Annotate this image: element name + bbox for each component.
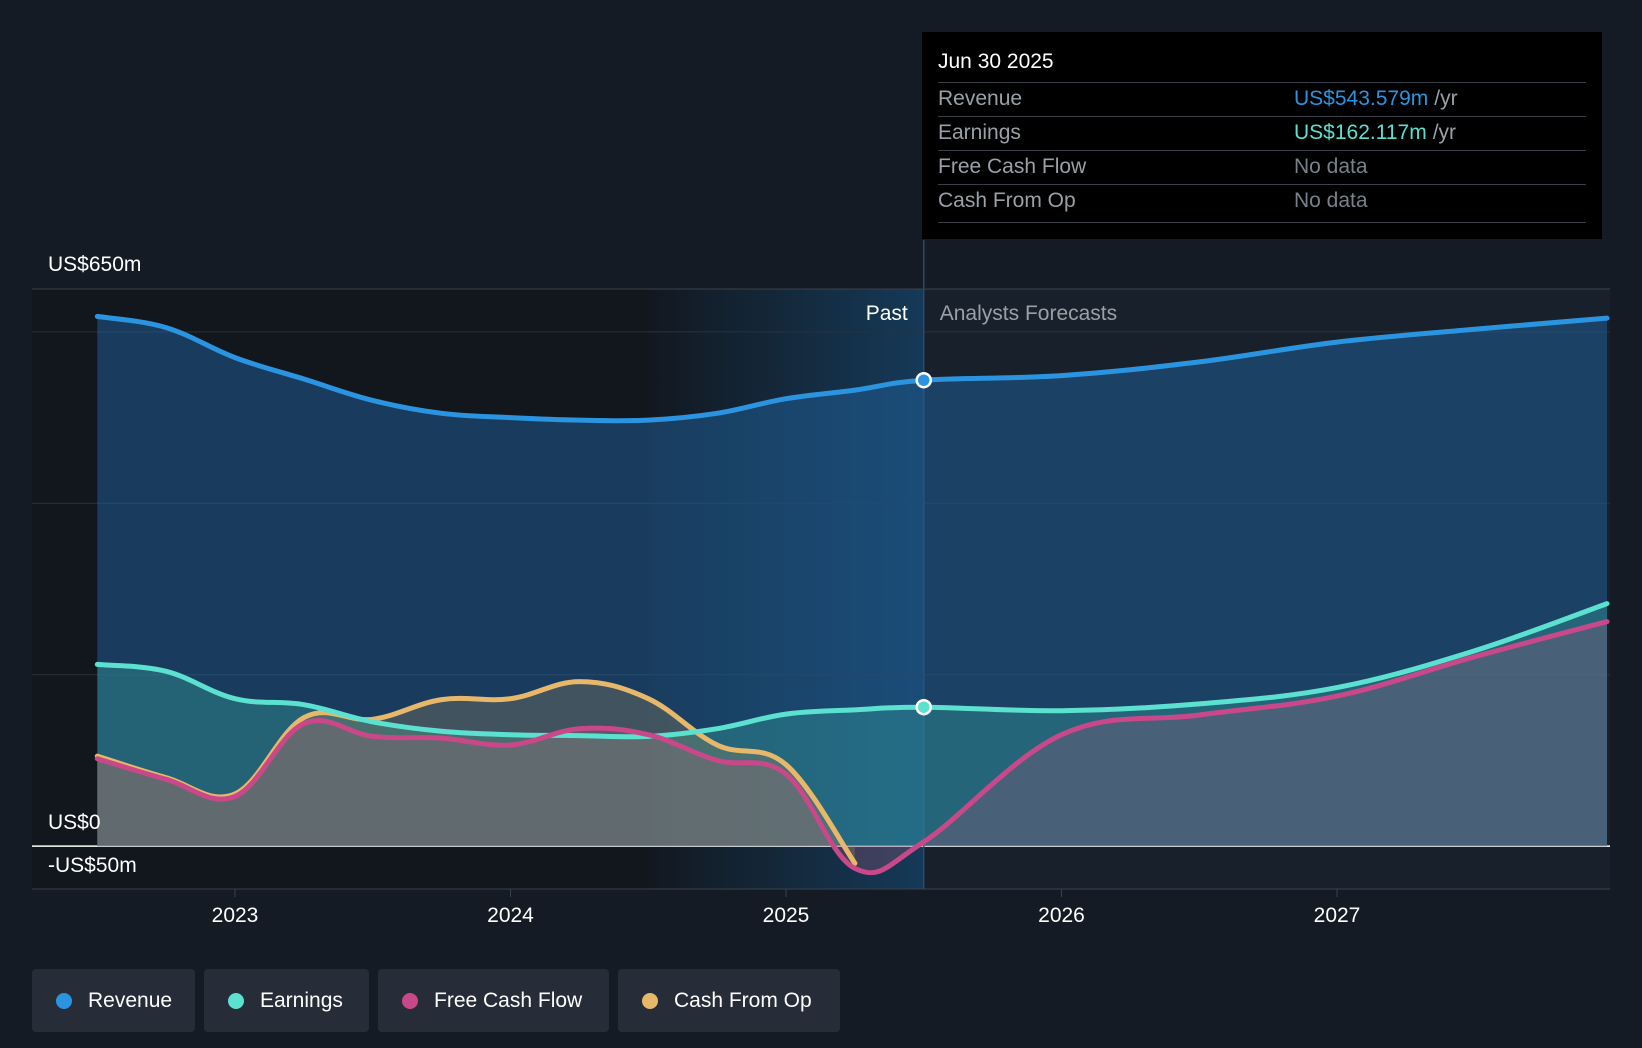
forecast-label: Analysts Forecasts <box>940 302 1117 325</box>
earnings-area <box>97 603 1607 847</box>
cash-from-op-dot-icon <box>642 992 658 1009</box>
legend-item-revenue[interactable]: Revenue <box>32 969 195 1032</box>
legend-item-earnings[interactable]: Earnings <box>204 969 369 1032</box>
tooltip-row-revenue: Revenue US$543.579m/yr <box>938 82 1586 117</box>
free-cash-flow-dot-icon <box>402 992 418 1009</box>
y-axis-top-label: US$650m <box>48 253 141 276</box>
x-tick-label: 2025 <box>763 904 810 927</box>
tooltip-row-fcf: Free Cash Flow No data <box>938 150 1586 185</box>
revenue-line <box>94 313 1610 424</box>
legend-item-cash-from-op[interactable]: Cash From Op <box>618 969 840 1032</box>
tooltip-row-cfo: Cash From Op No data <box>938 184 1586 219</box>
tooltip-value: US$543.579m/yr <box>1294 87 1458 110</box>
earnings-marker <box>915 698 932 716</box>
revenue-marker <box>915 371 932 389</box>
tooltip-date: Jun 30 2025 <box>938 50 1054 73</box>
tooltip-label: Earnings <box>938 121 1021 144</box>
x-tick-label: 2026 <box>1038 904 1085 927</box>
legend-label: Earnings <box>260 988 343 1012</box>
tooltip-label: Cash From Op <box>938 189 1076 212</box>
tooltip-label: Free Cash Flow <box>938 155 1087 178</box>
tooltip-value: No data <box>1294 155 1368 178</box>
y-axis-bottom-label: -US$50m <box>48 854 137 877</box>
tooltip-value: US$162.117m/yr <box>1294 121 1457 144</box>
past-label: Past <box>866 302 908 325</box>
free-cash-flow-line <box>94 619 1610 876</box>
tooltip-value: No data <box>1294 189 1368 212</box>
legend-item-free-cash-flow[interactable]: Free Cash Flow <box>378 969 609 1032</box>
legend-label: Free Cash Flow <box>434 988 583 1012</box>
x-tick-label: 2023 <box>212 904 259 927</box>
x-tick-label: 2024 <box>487 904 534 927</box>
x-tick-label: 2027 <box>1314 904 1361 927</box>
free-cash-flow-area <box>97 621 1607 873</box>
legend-label: Cash From Op <box>674 988 812 1012</box>
tooltip-row-earnings: Earnings US$162.117m/yr <box>938 116 1586 151</box>
y-axis-zero-label: US$0 <box>48 811 101 834</box>
tooltip-panel: Jun 30 2025 Revenue US$543.579m/yr Earni… <box>922 32 1602 239</box>
cash-from-op-area <box>97 681 855 864</box>
legend-label: Revenue <box>88 988 173 1012</box>
tooltip-label: Revenue <box>938 87 1023 110</box>
earnings-dot-icon <box>228 992 244 1009</box>
revenue-dot-icon <box>56 992 72 1009</box>
tooltip-divider <box>938 222 1586 223</box>
earnings-line <box>94 601 1610 740</box>
